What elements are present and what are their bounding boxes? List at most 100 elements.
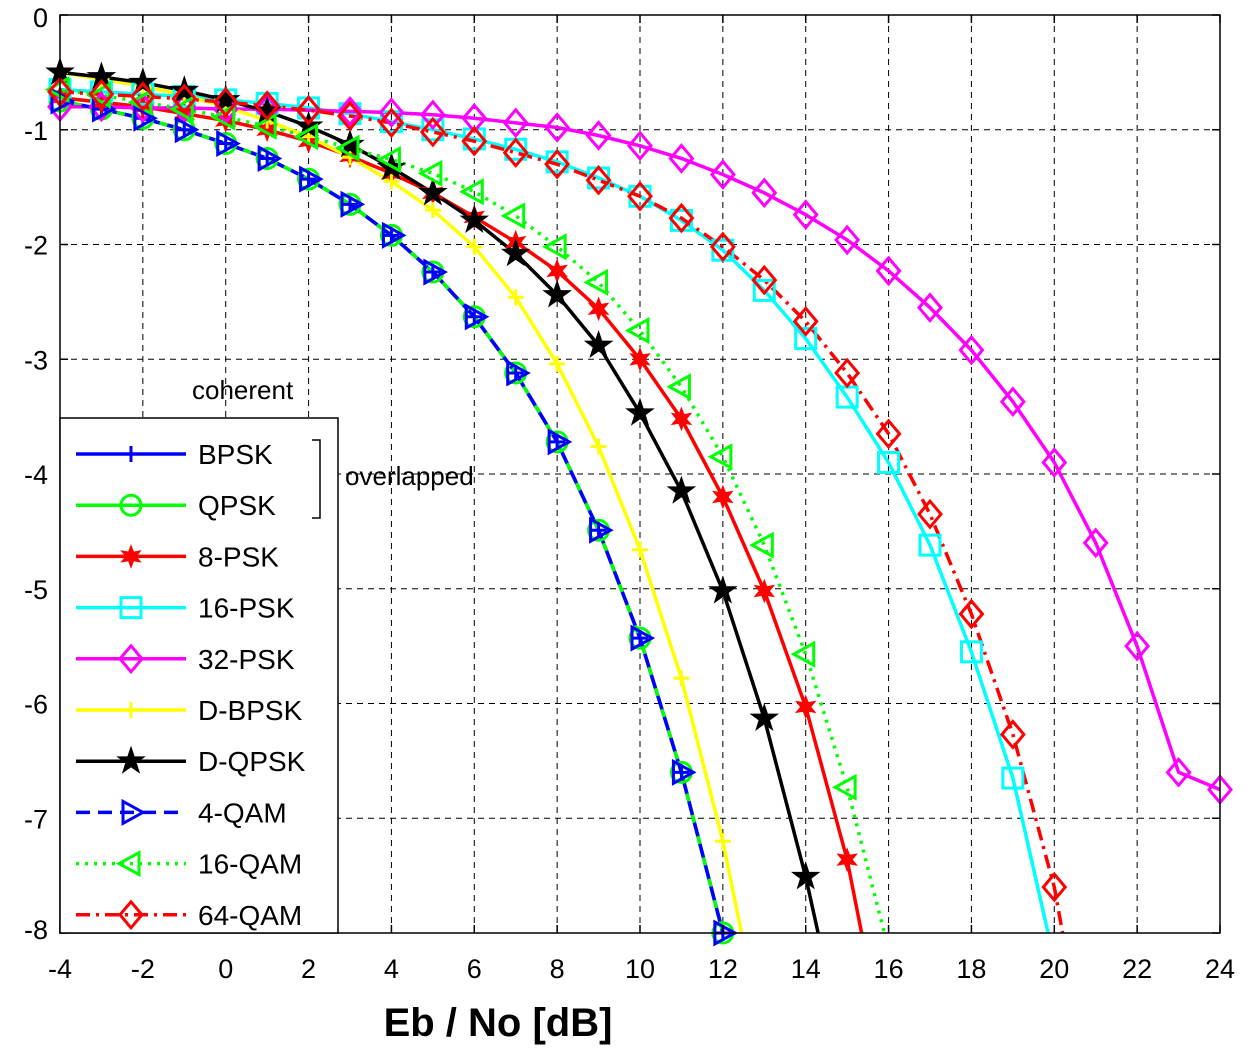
legend-item-16-qam: 16-QAM [76,849,302,880]
data-point-4-qam [506,359,531,387]
data-point-d-qpsk [790,861,821,890]
legend-label: D-QPSK [198,746,306,777]
data-point-16-qam [500,202,526,230]
data-point-4-qam [589,516,614,544]
data-point-8-psk [629,346,651,372]
x-tick-label: 6 [467,954,482,984]
x-tick-label: -4 [48,954,72,984]
data-point-8-psk [587,296,610,322]
data-point-8-psk [670,406,693,432]
legend-marker [123,702,139,718]
data-point-16-psk [752,278,776,302]
data-point-4-qam [547,428,573,456]
x-tick-label: 10 [625,954,655,984]
data-point-64-qam [834,357,861,389]
data-point-32-psk [337,96,363,127]
x-tick-label: 14 [791,954,821,984]
data-point-64-qam [502,137,529,169]
data-point-32-psk [1165,757,1192,788]
data-point-32-psk [1124,630,1151,662]
data-point-8-psk [712,484,734,510]
data-point-4-qam [174,116,200,144]
data-point-16-qam [542,233,567,261]
legend-marker [118,643,144,675]
data-point-8-psk [794,694,817,720]
data-point-16-psk [918,533,942,557]
y-tick-label: -7 [24,804,48,834]
legend-label: 8-PSK [198,541,279,572]
x-tick-label: 22 [1122,954,1152,984]
data-point-d-bpsk [673,670,690,687]
x-tick-label: 4 [384,954,399,984]
data-point-64-qam [212,86,239,118]
data-point-16-psk [959,640,983,664]
data-point-d-qpsk [625,397,655,426]
x-tick-label: 2 [301,954,316,984]
legend-label: 32-PSK [198,644,295,675]
legend-marker [121,798,147,826]
data-point-32-psk [999,386,1026,418]
y-tick-label: -4 [24,460,48,490]
data-point-32-psk [709,159,736,190]
legend: BPSK QPSK 8-PSK 16-PSK 32-PSK D-BPSK D-QPSK 4-Q… [59,417,339,934]
data-point-64-qam [1041,871,1068,903]
data-point-d-qpsk [335,129,365,158]
legend-item-d-qpsk: D-QPSK [76,745,306,777]
data-point-d-qpsk [749,702,780,731]
data-point-d-qpsk [418,177,448,206]
data-point-16-psk [877,451,901,475]
data-point-64-qam [917,498,943,530]
legend-marker [116,745,146,774]
legend-marker [119,596,143,620]
data-point-64-qam [337,100,363,132]
data-point-16-qam [583,268,609,296]
legend-marker [123,446,139,462]
legend-label: BPSK [198,439,273,470]
legend-item-8-psk: 8-PSK [76,541,279,572]
legend-label: D-BPSK [198,695,303,726]
data-point-32-psk [668,143,695,174]
legend-label: QPSK [198,490,276,521]
overlapped-bracket [312,439,321,519]
data-point-d-bpsk [590,438,607,455]
data-point-d-qpsk [708,575,738,604]
data-point-16-qam [832,773,857,801]
data-point-16-psk [794,327,818,351]
data-point-16-qam [749,531,774,559]
data-point-64-qam [254,90,281,121]
legend-marker [120,543,142,569]
data-point-4-qam [50,87,76,115]
data-point-64-qam [461,125,488,157]
x-tick-label: 24 [1205,954,1235,984]
data-point-d-bpsk [632,541,648,558]
y-tick-label: -3 [24,345,48,375]
data-point-4-qam [630,624,656,652]
x-tick-label: 0 [218,954,233,984]
x-tick-label: -2 [131,954,155,984]
x-tick-label: 18 [956,954,986,984]
data-point-64-qam [585,164,612,196]
data-point-d-bpsk [714,833,731,850]
data-point-4-qam [257,144,283,172]
data-point-64-qam [668,202,695,234]
y-tick-label: -5 [24,575,48,605]
data-point-4-qam [216,129,241,158]
data-point-16-qam [666,373,691,401]
data-point-16-psk [1001,766,1025,790]
data-point-32-psk [502,107,529,139]
x-tick-label: 8 [550,954,565,984]
data-point-64-qam [875,418,902,450]
data-point-32-psk [419,99,446,131]
data-point-4-qam [133,104,158,132]
data-point-32-psk [834,224,861,256]
data-point-8-psk [753,578,776,604]
legend-marker [118,899,144,931]
legend-item-64-qam: 64-QAM [76,899,302,931]
data-point-16-qam [417,159,443,187]
data-point-16-qam [376,146,401,174]
x-tick-label: 20 [1039,954,1069,984]
data-point-64-qam [627,180,653,212]
data-point-64-qam [792,306,819,337]
data-point-d-qpsk [169,75,200,104]
